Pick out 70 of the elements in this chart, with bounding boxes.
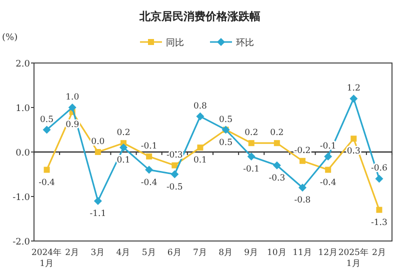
data-label: -0.4 <box>140 178 158 188</box>
point <box>172 162 178 168</box>
data-label: -0.4 <box>38 178 55 188</box>
data-label: 0.5 <box>219 114 233 125</box>
data-label: -0.5 <box>166 182 183 192</box>
point <box>196 112 204 120</box>
point <box>300 158 306 164</box>
point <box>376 206 382 213</box>
x-tick-label: 9月 <box>244 248 259 258</box>
x-tick-label: 2月 <box>65 248 80 258</box>
x-tick-label: 8月 <box>218 248 233 258</box>
data-label: -0.1 <box>140 141 158 152</box>
data-label: 0.2 <box>244 128 258 138</box>
data-label: 0.2 <box>270 128 284 138</box>
point <box>324 152 332 160</box>
point <box>42 126 51 134</box>
point <box>94 196 102 205</box>
data-label: -0.8 <box>294 196 311 206</box>
point <box>197 144 204 151</box>
point <box>120 144 128 152</box>
point <box>68 104 76 112</box>
data-label: 0.1 <box>193 156 207 166</box>
point <box>44 166 50 173</box>
data-label: -0.3 <box>268 173 286 184</box>
point <box>350 94 358 103</box>
x-tick-label: 5月 <box>142 248 156 258</box>
data-label: 0.1 <box>116 156 130 166</box>
data-label: -1.3 <box>371 218 388 228</box>
x-tick-label: 7月 <box>193 248 208 258</box>
point <box>247 152 256 160</box>
point <box>145 166 154 174</box>
x-tick-label: 2月 <box>372 248 386 258</box>
point <box>325 166 332 173</box>
point <box>274 140 280 146</box>
data-label: 0.0 <box>91 137 105 147</box>
point <box>248 140 254 146</box>
x-tick-label: 3月 <box>90 248 106 258</box>
point <box>375 174 384 183</box>
data-label: -0.1 <box>243 164 260 174</box>
point <box>146 153 152 160</box>
y-tick-label: 1.0 <box>16 104 30 114</box>
data-label: -0.4 <box>320 178 336 188</box>
point <box>94 149 101 155</box>
x-tick-label: 4月 <box>116 248 131 258</box>
data-label: 0.2 <box>116 128 130 138</box>
point <box>170 170 179 178</box>
chart-title: 北京居民消费价格涨跌幅 <box>138 10 260 23</box>
x-tick-label: 12月 <box>318 248 338 258</box>
legend-label: 同比 <box>166 38 184 48</box>
point <box>272 161 281 170</box>
data-label: 1.0 <box>66 92 80 102</box>
x-tick-label: 6月 <box>167 248 182 258</box>
y-tick-label: -2.0 <box>12 238 30 248</box>
point <box>298 184 306 192</box>
y-tick-label: -1.0 <box>12 193 30 203</box>
y-axis-title: (%) <box>2 33 18 43</box>
y-tick-label: 2.0 <box>16 60 30 70</box>
legend-label: 环比 <box>236 38 254 48</box>
x-tick-label: 2024年 1月 <box>31 247 62 269</box>
point <box>350 136 357 142</box>
data-label: 0.5 <box>40 114 54 125</box>
data-label: -1.1 <box>90 208 106 219</box>
y-tick-label: 0.0 <box>16 148 30 158</box>
x-tick-label: 2025年 1月 <box>338 247 369 269</box>
x-tick-label: 11月 <box>292 248 312 258</box>
data-label: 0.8 <box>193 101 207 112</box>
data-label: -0.3 <box>166 150 183 160</box>
x-tick-label: 10月 <box>267 248 287 258</box>
data-label: 1.2 <box>346 84 360 94</box>
data-label: 0.5 <box>219 138 233 148</box>
